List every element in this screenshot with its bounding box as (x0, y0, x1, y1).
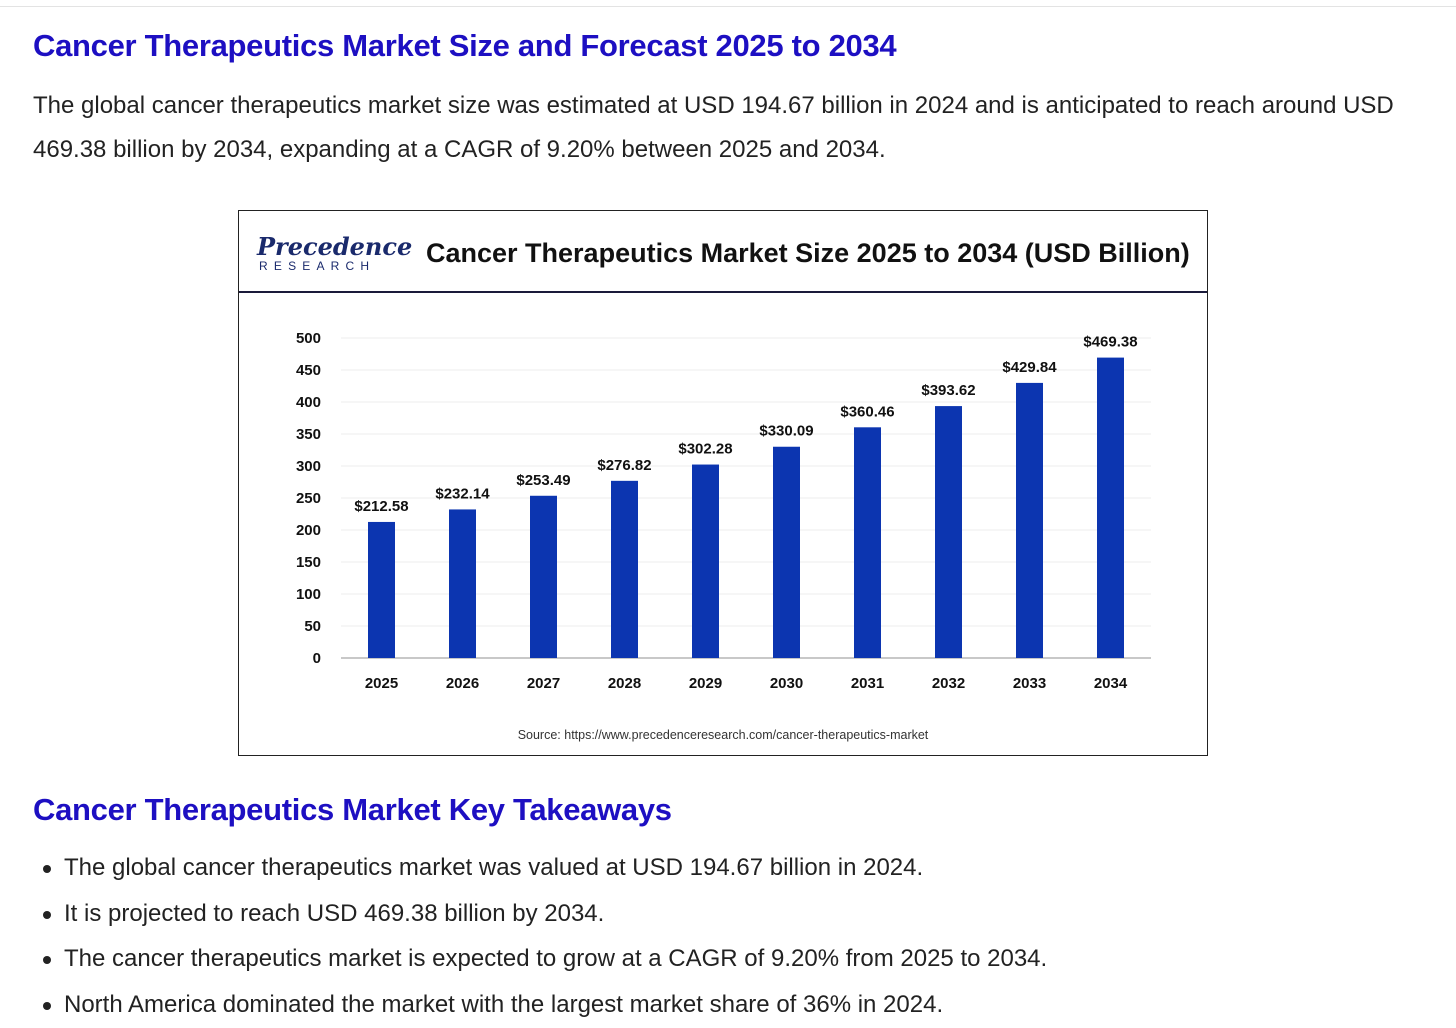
bar-2028 (611, 480, 638, 658)
article-title: Cancer Therapeutics Market Size and Fore… (33, 28, 897, 63)
bar-2033 (1016, 382, 1043, 658)
logo-brand-bottom: RESEARCH (259, 259, 375, 273)
article-intro: The global cancer therapeutics market si… (33, 92, 1394, 163)
logo-brand-top: Precedence (256, 232, 412, 261)
x-tick-label: 2030 (770, 675, 803, 692)
y-tick-label: 500 (296, 330, 321, 347)
chart-title: Cancer Therapeutics Market Size 2025 to … (426, 238, 1190, 268)
y-tick-label: 200 (296, 522, 321, 539)
data-label-2031: $360.46 (840, 403, 894, 420)
bar-2027 (530, 495, 557, 658)
x-tick-label: 2028 (608, 675, 641, 692)
plot-area: 0 50 100 150 200 250 300 350 400 450 500 $212.58 202… (296, 330, 1151, 692)
bar-2030 (773, 446, 800, 658)
x-tick-label: 2029 (689, 675, 722, 692)
bar-2031 (854, 427, 881, 658)
takeaway-item: The cancer therapeutics market is expect… (40, 937, 1047, 983)
x-tick-label: 2031 (851, 675, 884, 692)
data-label-2032: $393.62 (921, 382, 975, 399)
y-tick-label: 350 (296, 426, 321, 443)
top-divider (0, 6, 1456, 7)
data-label-2028: $276.82 (597, 457, 651, 474)
data-label-2027: $253.49 (516, 472, 570, 489)
x-tick-label: 2026 (446, 675, 479, 692)
precedence-logo: Precedence RESEARCH (256, 232, 412, 273)
data-label-2033: $429.84 (1002, 359, 1057, 376)
data-label-2029: $302.28 (678, 441, 732, 458)
y-tick-label: 300 (296, 458, 321, 475)
x-tick-label: 2025 (365, 675, 398, 692)
takeaway-item: The global cancer therapeutics market wa… (40, 846, 1047, 892)
takeaway-item: It is projected to reach USD 469.38 bill… (40, 892, 1047, 938)
chart-source: Source: https://www.precedenceresearch.c… (518, 728, 929, 742)
y-tick-label: 150 (296, 554, 321, 571)
y-tick-label: 450 (296, 362, 321, 379)
y-tick-label: 100 (296, 586, 321, 603)
market-size-chart: Precedence RESEARCH Cancer Therapeutics … (239, 232, 1207, 742)
y-tick-label: 400 (296, 394, 321, 411)
takeaways-list: The global cancer therapeutics market wa… (40, 846, 1047, 1028)
y-tick-label: 0 (313, 650, 321, 667)
y-tick-label: 50 (304, 618, 321, 635)
bar-2034 (1097, 357, 1124, 658)
bar-2029 (692, 464, 719, 658)
data-label-2026: $232.14 (435, 485, 490, 502)
chart-frame: Precedence RESEARCH Cancer Therapeutics … (238, 210, 1208, 756)
x-tick-label: 2034 (1094, 675, 1128, 692)
bar-2026 (449, 509, 476, 658)
x-tick-label: 2033 (1013, 675, 1046, 692)
bar-2025 (368, 521, 395, 658)
x-tick-label: 2027 (527, 675, 560, 692)
data-label-2030: $330.09 (759, 423, 813, 440)
bar-2032 (935, 406, 962, 658)
takeaway-item: North America dominated the market with … (40, 983, 1047, 1028)
x-tick-label: 2032 (932, 675, 965, 692)
y-tick-label: 250 (296, 490, 321, 507)
takeaways-title: Cancer Therapeutics Market Key Takeaways (33, 792, 672, 827)
data-label-2025: $212.58 (354, 498, 408, 515)
data-label-2034: $469.38 (1083, 334, 1137, 351)
